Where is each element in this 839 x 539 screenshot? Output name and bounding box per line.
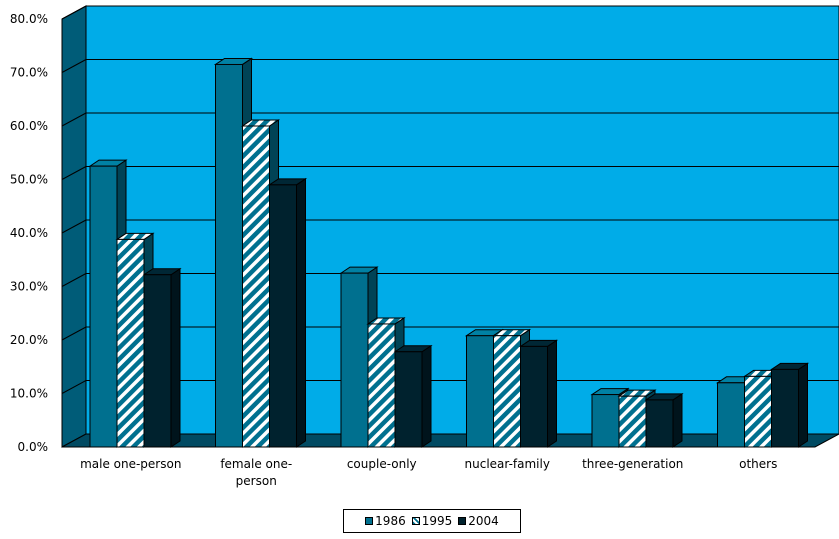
legend-item-1986: 1986 — [365, 514, 406, 528]
legend-label: 2004 — [468, 514, 499, 528]
bar-2004-4 — [644, 392, 684, 448]
bar-2004-1 — [267, 177, 308, 448]
gridline-side — [61, 273, 87, 287]
legend-swatch — [458, 517, 467, 525]
bar-2004-0 — [142, 267, 182, 448]
bars — [88, 57, 810, 448]
bar-front — [645, 399, 674, 448]
bar-front — [466, 335, 494, 448]
bar-front — [340, 272, 369, 448]
bar-front — [143, 274, 172, 448]
bar-front — [215, 63, 243, 448]
bar-front — [242, 125, 270, 448]
bar-side — [672, 392, 683, 448]
x-tick-label: others — [739, 457, 777, 471]
y-tick-label: 40.0% — [10, 226, 48, 240]
bar-front — [89, 165, 118, 448]
x-tick-label: three-generation — [582, 457, 683, 471]
y-tick-label: 60.0% — [10, 119, 48, 133]
gridline-side — [61, 5, 87, 20]
gridline-side — [61, 166, 87, 180]
bar-side — [170, 267, 181, 448]
bar-side — [798, 362, 808, 448]
bar-front — [744, 375, 772, 448]
x-axis: male one-person female one-person couple-o… — [80, 457, 777, 488]
y-tick-label: 80.0% — [10, 12, 48, 26]
bar-front — [116, 238, 145, 448]
bar-side — [547, 339, 557, 448]
legend-swatch — [365, 517, 374, 525]
bar-front — [367, 323, 396, 448]
bar-front — [771, 368, 799, 448]
bar-side — [421, 344, 432, 448]
bar-front — [520, 345, 548, 448]
bar-front — [618, 395, 647, 448]
gridlines — [61, 5, 839, 394]
bar-2004-3 — [518, 339, 559, 448]
x-tick-label: couple-only — [347, 457, 417, 471]
gridline-side — [61, 326, 87, 341]
legend-label: 1995 — [421, 514, 453, 528]
y-tick-label: 30.0% — [10, 280, 48, 294]
gridline-side — [61, 380, 87, 394]
y-tick-label: 0.0% — [18, 440, 49, 454]
bar-front — [394, 351, 423, 448]
y-tick-label: 10.0% — [10, 387, 48, 401]
legend-item-1995: 1995 — [411, 514, 453, 528]
gridline-side — [61, 219, 87, 234]
legend-swatch — [411, 517, 420, 525]
bar-2004-5 — [769, 362, 810, 448]
x-tick-label: female one-person — [220, 457, 292, 488]
y-axis: 0.0% 10.0% 20.0% 30.0% 40.0% 50.0% 60.0% 70.0% 8… — [10, 12, 48, 454]
gridline-side — [61, 59, 87, 73]
bar-front — [591, 394, 620, 448]
legend: 1986 1995 2004 — [343, 509, 521, 533]
x-tick-label: male one-person — [80, 457, 181, 471]
y-tick-label: 50.0% — [10, 173, 48, 187]
bar-front — [717, 382, 745, 448]
legend-label: 1986 — [375, 514, 406, 528]
bar-2004-2 — [393, 344, 433, 448]
bar-side — [296, 177, 306, 448]
y-tick-label: 20.0% — [10, 333, 48, 347]
x-tick-label: nuclear-family — [465, 457, 550, 471]
legend-item-2004: 2004 — [458, 514, 499, 528]
bar-front — [493, 335, 521, 448]
bar-front — [269, 184, 297, 448]
y-tick-label: 70.0% — [10, 66, 48, 80]
gridline-side — [61, 112, 87, 127]
